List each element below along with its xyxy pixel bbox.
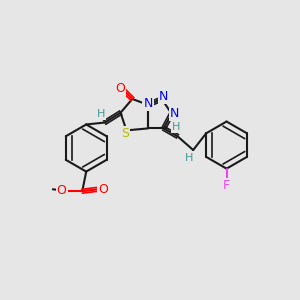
Text: H: H: [172, 122, 181, 132]
Text: O: O: [116, 82, 125, 95]
Text: N: N: [159, 91, 168, 103]
Text: O: O: [57, 184, 67, 197]
Text: H: H: [97, 109, 105, 119]
Text: F: F: [223, 179, 230, 192]
Text: S: S: [122, 127, 130, 140]
Text: O: O: [98, 183, 108, 196]
Text: N: N: [170, 107, 179, 120]
Text: N: N: [143, 98, 153, 110]
Text: H: H: [185, 153, 194, 163]
